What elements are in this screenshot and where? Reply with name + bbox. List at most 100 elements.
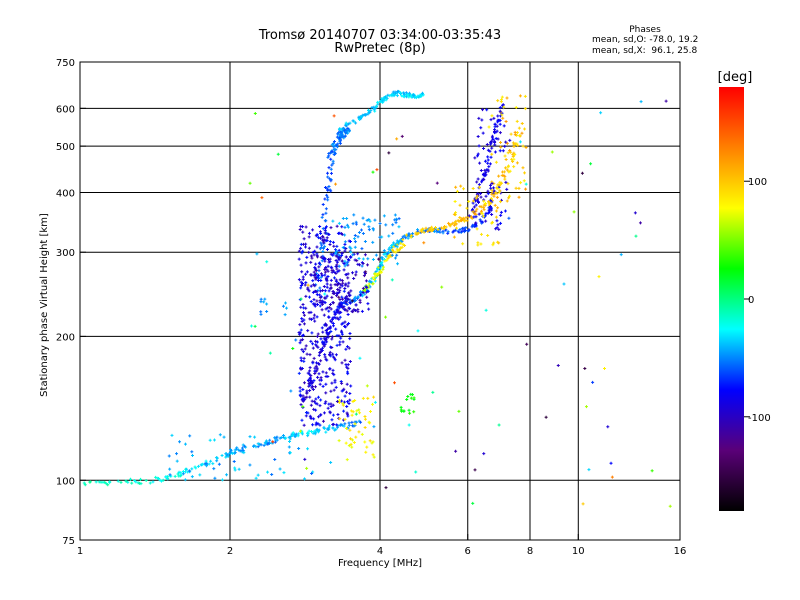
echo-point xyxy=(483,159,487,163)
echo-point xyxy=(486,161,490,165)
echo-point xyxy=(370,441,374,445)
echo-point xyxy=(364,285,368,289)
echo-point xyxy=(304,344,308,348)
echo-point xyxy=(298,386,302,390)
echo-point xyxy=(328,177,332,181)
echo-point xyxy=(380,256,384,260)
echo-point xyxy=(524,182,528,186)
echo-point xyxy=(360,264,364,268)
echo-point xyxy=(454,219,458,223)
echo-point xyxy=(367,228,371,232)
echo-point xyxy=(346,276,350,280)
echo-point xyxy=(331,352,335,356)
echo-point xyxy=(367,307,371,311)
echo-point xyxy=(352,308,356,312)
echo-point xyxy=(313,272,317,276)
y-axis-label: Stationary phase Virtual Height [km] xyxy=(39,213,50,397)
echo-point xyxy=(336,425,340,429)
echo-point xyxy=(462,228,466,232)
echo-point xyxy=(479,209,483,213)
echo-point xyxy=(238,449,242,453)
echo-point xyxy=(312,356,316,360)
echo-point xyxy=(378,270,382,274)
echo-point xyxy=(359,290,363,294)
echo-point xyxy=(482,208,486,212)
echo-point xyxy=(498,131,502,135)
echo-point xyxy=(337,258,341,262)
echo-point xyxy=(304,411,308,415)
echo-point xyxy=(523,171,527,175)
echo-point xyxy=(343,233,347,237)
echo-point xyxy=(348,359,352,363)
echo-point xyxy=(363,440,367,444)
echo-point xyxy=(373,218,377,222)
echo-point xyxy=(502,124,506,128)
echo-point xyxy=(477,144,481,148)
echo-point xyxy=(489,198,493,202)
echo-point xyxy=(347,444,351,448)
echo-point xyxy=(298,228,302,232)
echo-point xyxy=(343,264,347,268)
echo-point xyxy=(490,139,494,143)
echo-point xyxy=(409,396,413,400)
echo-point xyxy=(502,174,506,178)
echo-point xyxy=(390,253,394,257)
echo-point xyxy=(331,316,335,320)
echo-point xyxy=(283,313,287,317)
echo-point xyxy=(471,186,475,190)
echo-point xyxy=(460,217,464,221)
echo-point xyxy=(323,245,327,249)
echo-point xyxy=(104,482,108,486)
echo-point xyxy=(327,154,331,158)
echo-point xyxy=(340,322,344,326)
echo-point xyxy=(419,228,423,232)
echo-point xyxy=(452,212,456,216)
echo-point xyxy=(361,396,365,400)
echo-point xyxy=(348,337,352,341)
echo-point xyxy=(313,319,317,323)
echo-point xyxy=(400,245,404,249)
colorbar xyxy=(719,87,744,511)
echo-point xyxy=(321,203,325,207)
echo-point xyxy=(512,144,516,148)
echo-point xyxy=(384,223,388,227)
echo-point xyxy=(482,199,486,203)
echo-point xyxy=(316,430,320,434)
echo-point xyxy=(342,262,346,266)
echo-point xyxy=(319,376,323,380)
echo-point xyxy=(349,442,353,446)
echo-point xyxy=(229,449,233,453)
echo-point xyxy=(340,295,344,299)
echo-point xyxy=(367,225,371,229)
echo-point xyxy=(347,306,351,310)
echo-point xyxy=(392,93,396,97)
echo-point xyxy=(321,370,325,374)
echo-point xyxy=(346,414,350,418)
echo-point xyxy=(391,248,395,252)
echo-point xyxy=(366,263,370,267)
echo-point xyxy=(349,250,353,254)
echo-point xyxy=(479,168,483,172)
echo-point xyxy=(353,422,357,426)
echo-point xyxy=(464,216,468,220)
echo-point xyxy=(489,118,493,122)
echo-point xyxy=(321,250,325,254)
echo-point xyxy=(309,254,313,258)
echo-point xyxy=(305,395,309,399)
echo-point xyxy=(334,182,338,186)
echo-point xyxy=(489,186,493,190)
x-tick-label: 8 xyxy=(527,546,533,557)
echo-point xyxy=(499,213,503,217)
echo-point xyxy=(334,353,338,357)
echo-point xyxy=(581,502,585,506)
echo-point xyxy=(268,351,272,355)
echo-point xyxy=(317,265,321,269)
echo-point xyxy=(610,475,614,479)
echo-point xyxy=(298,341,302,345)
echo-point xyxy=(321,419,325,423)
echo-point xyxy=(619,253,623,257)
echo-point xyxy=(285,306,289,310)
echo-point xyxy=(248,463,252,467)
echo-point xyxy=(336,395,340,399)
echo-point xyxy=(324,276,328,280)
